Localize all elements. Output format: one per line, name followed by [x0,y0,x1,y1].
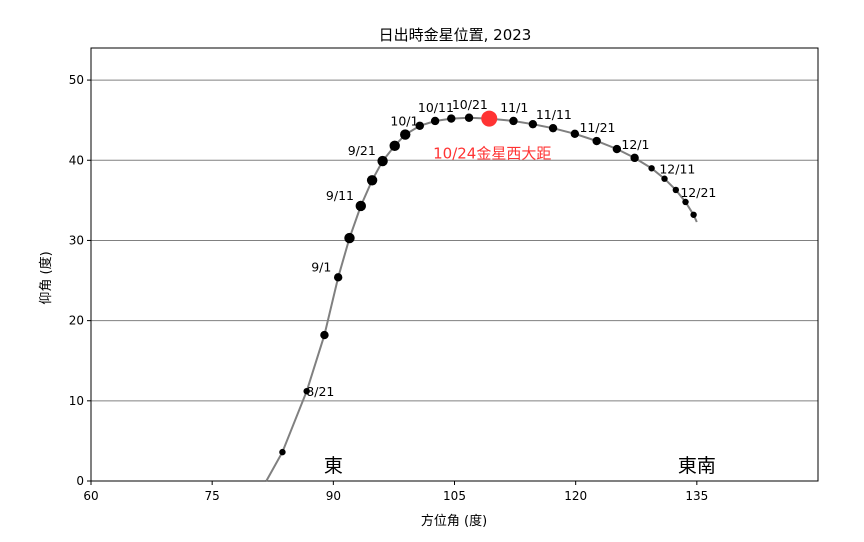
data-point-13 [464,113,474,122]
grid-lines [91,79,818,402]
data-point-0 [279,448,286,456]
highlight-point [481,110,498,127]
date-label-12: 12/21 [680,185,716,200]
direction-label-0: 東 [324,455,343,477]
data-point-7 [377,155,388,167]
data-point-21 [648,165,655,172]
data-point-3 [333,273,343,282]
x-tick-label-105: 105 [443,489,466,503]
chart-title: 日出時金星位置, 2023 [379,26,532,44]
data-point-14 [509,116,518,126]
data-point-18 [592,136,601,146]
data-point-1 [303,387,310,395]
y-tick-label-10: 10 [69,394,84,408]
data-point-12 [447,114,456,123]
data-point-22 [661,175,668,182]
data-point-19 [612,144,622,154]
trajectory-line [265,116,698,482]
data-point-8 [389,140,400,152]
data-point-20 [630,153,639,163]
data-point-11 [430,116,440,126]
data-point-17 [570,129,580,138]
data-point-25 [690,211,697,218]
data-point-24 [682,198,689,206]
highlight-label: 10/24金星西大距 [433,145,551,163]
y-tick-label-20: 20 [69,314,84,328]
date-label-4: 10/1 [390,114,418,129]
date-label-8: 11/11 [536,107,572,122]
data-point-15 [528,119,538,129]
x-tick-label-135: 135 [685,489,708,503]
date-label-2: 9/11 [326,188,354,203]
data-point-23 [672,186,680,194]
date-label-1: 9/1 [311,259,331,274]
date-label-0: 8/21 [306,384,334,399]
y-axis-ticks: 0 10 20 30 40 50 [69,73,91,488]
y-tick-label-30: 30 [69,233,84,247]
date-label-11: 12/11 [659,162,695,177]
date-label-6: 10/21 [452,97,488,112]
x-tick-label-75: 75 [205,489,220,503]
data-point-9 [400,129,411,140]
direction-label-1: 東南 [678,455,716,477]
y-tick-label-40: 40 [69,153,84,167]
venus-track-series: 10/24金星西大距 [265,110,698,482]
x-tick-label-90: 90 [326,489,341,503]
x-tick-label-60: 60 [83,489,98,503]
date-label-3: 9/21 [348,143,376,158]
data-point-6 [366,175,378,186]
x-tick-label-120: 120 [564,489,587,503]
data-point-10 [415,121,424,130]
data-point-5 [355,200,366,212]
direction-labels: 東 東南 [324,455,716,477]
date-label-10: 12/1 [621,137,649,152]
date-label-7: 11/1 [500,100,528,115]
data-point-4 [344,232,355,244]
plot-frame [90,47,819,482]
date-label-9: 11/21 [579,120,615,135]
x-axis-label: 方位角 (度) [421,513,487,529]
plot-border [90,47,819,482]
data-point-16 [548,123,558,133]
y-tick-label-0: 0 [76,474,84,488]
data-point-2 [320,330,329,340]
y-axis-label: 仰角 (度) [38,251,54,304]
x-axis-ticks: 60 75 90 105 120 135 [83,481,708,503]
date-label-5: 10/11 [418,100,454,115]
y-tick-label-50: 50 [69,73,84,87]
